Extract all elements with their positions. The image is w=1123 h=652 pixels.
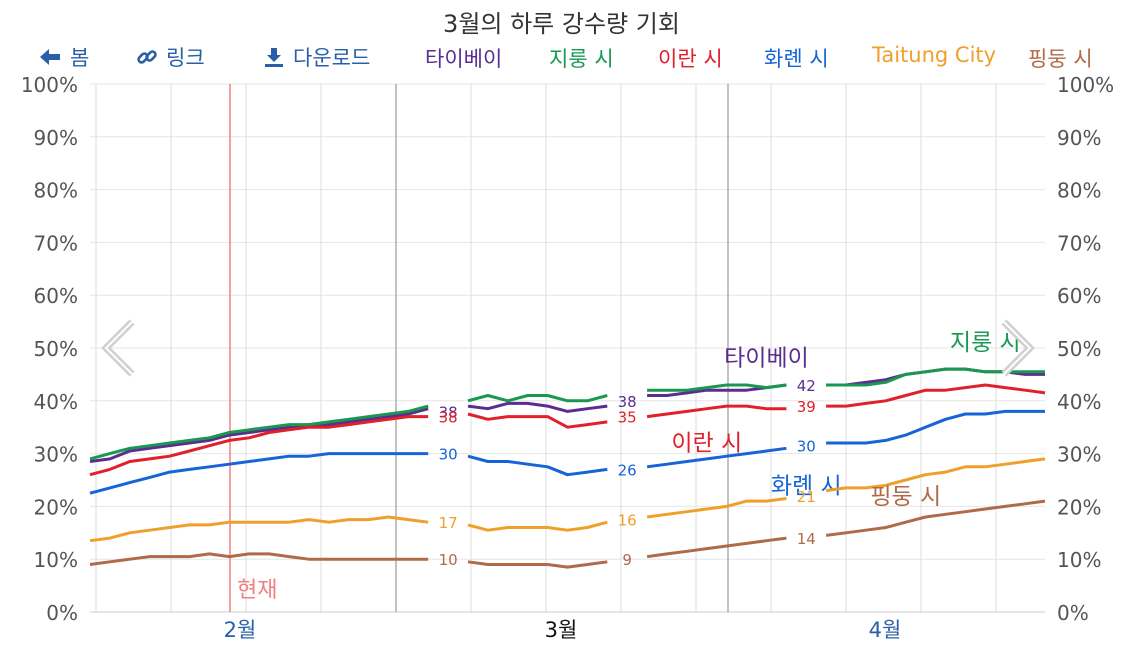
data-label: 21 bbox=[797, 488, 816, 506]
legend-item[interactable]: 핑둥 시 bbox=[1028, 47, 1093, 71]
series-name-label: 타이베이 bbox=[724, 346, 809, 372]
data-label: 39 bbox=[797, 398, 816, 416]
series-line bbox=[646, 446, 787, 469]
series-line bbox=[825, 457, 1046, 493]
data-label: 38 bbox=[439, 403, 458, 421]
prev-month-button[interactable] bbox=[100, 318, 140, 378]
y-tick-label-left: 50% bbox=[34, 337, 78, 361]
y-tick-label-left: 10% bbox=[34, 548, 78, 572]
series-line bbox=[825, 499, 1046, 537]
series-line bbox=[89, 407, 429, 463]
link-button[interactable]: 링크 bbox=[136, 42, 205, 72]
data-label: 26 bbox=[618, 461, 637, 479]
chevron-left-icon bbox=[101, 319, 135, 377]
series-line bbox=[646, 536, 787, 559]
month-label: 3월 bbox=[545, 618, 578, 642]
series-line bbox=[467, 454, 608, 477]
series-name-label: 화롄 시 bbox=[771, 474, 842, 500]
y-tick-label-right: 0% bbox=[1057, 601, 1089, 625]
arrow-left-icon bbox=[38, 47, 62, 67]
y-tick-label-left: 20% bbox=[34, 495, 78, 519]
home-button[interactable]: 봄 bbox=[38, 42, 89, 72]
series-line bbox=[467, 560, 608, 569]
data-label: 10 bbox=[439, 551, 458, 569]
y-tick-label-left: 60% bbox=[34, 284, 78, 308]
data-label: 38 bbox=[439, 409, 458, 427]
series-line bbox=[89, 415, 429, 477]
y-tick-label-left: 70% bbox=[34, 231, 78, 255]
y-tick-label-left: 0% bbox=[46, 601, 78, 625]
series-line bbox=[646, 404, 787, 419]
series-line bbox=[467, 520, 608, 532]
data-label: 35 bbox=[618, 409, 637, 427]
series-line bbox=[467, 412, 608, 429]
legend-item[interactable]: Taitung City bbox=[872, 43, 997, 67]
data-label: 14 bbox=[797, 530, 816, 548]
series-line bbox=[646, 497, 787, 519]
data-label: 17 bbox=[439, 514, 458, 532]
download-label: 다운로드 bbox=[293, 46, 371, 70]
series-line bbox=[826, 383, 1046, 408]
y-tick-label-left: 90% bbox=[34, 126, 78, 150]
y-tick-label-right: 20% bbox=[1057, 495, 1101, 519]
data-label: 42 bbox=[797, 377, 816, 395]
legend-item[interactable]: 타이베이 bbox=[425, 47, 503, 71]
series-line bbox=[89, 452, 429, 495]
y-tick-label-left: 40% bbox=[34, 390, 78, 414]
chart-title: 3월의 하루 강수량 기회 bbox=[443, 10, 680, 38]
link-icon bbox=[136, 46, 158, 68]
y-tick-label-right: 50% bbox=[1057, 337, 1101, 361]
y-tick-label-right: 70% bbox=[1057, 231, 1101, 255]
month-label: 2월 bbox=[224, 618, 257, 642]
data-label: 9 bbox=[622, 551, 632, 569]
y-tick-label-right: 40% bbox=[1057, 390, 1101, 414]
now-label: 현재 bbox=[237, 578, 277, 603]
y-tick-label-left: 100% bbox=[21, 73, 78, 97]
series-name-label: 핑둥 시 bbox=[870, 484, 941, 510]
data-label: 30 bbox=[439, 446, 458, 464]
y-tick-label-right: 10% bbox=[1057, 548, 1101, 572]
y-tick-label-left: 80% bbox=[34, 179, 78, 203]
home-label: 봄 bbox=[70, 46, 90, 70]
data-label: 38 bbox=[618, 393, 637, 411]
y-tick-label-right: 60% bbox=[1057, 284, 1101, 308]
data-label: 30 bbox=[797, 438, 816, 456]
download-button[interactable]: 다운로드 bbox=[263, 42, 370, 72]
y-tick-label-right: 30% bbox=[1057, 443, 1101, 467]
y-tick-label-left: 30% bbox=[34, 443, 78, 467]
month-label: 4월 bbox=[869, 618, 902, 642]
series-line bbox=[89, 552, 429, 566]
legend-item[interactable]: 화롄 시 bbox=[764, 47, 829, 71]
y-tick-label-right: 80% bbox=[1057, 179, 1101, 203]
series-line bbox=[647, 383, 787, 392]
legend-item[interactable]: 이란 시 bbox=[658, 47, 723, 71]
y-tick-label-right: 100% bbox=[1057, 73, 1114, 97]
series-line bbox=[89, 515, 429, 543]
download-icon bbox=[263, 46, 285, 68]
series-line bbox=[467, 401, 608, 413]
legend-item[interactable]: 지룽 시 bbox=[549, 47, 614, 71]
data-label: 16 bbox=[618, 512, 637, 530]
series-line bbox=[826, 409, 1045, 445]
series-name-label: 지룽 시 bbox=[950, 330, 1021, 356]
y-tick-label-right: 90% bbox=[1057, 126, 1101, 150]
series-name-label: 이란 시 bbox=[671, 431, 742, 457]
series-line bbox=[89, 404, 429, 461]
next-month-button[interactable] bbox=[996, 318, 1036, 378]
link-label: 링크 bbox=[166, 46, 205, 70]
series-line bbox=[467, 394, 608, 403]
chevron-right-icon bbox=[1001, 319, 1035, 377]
